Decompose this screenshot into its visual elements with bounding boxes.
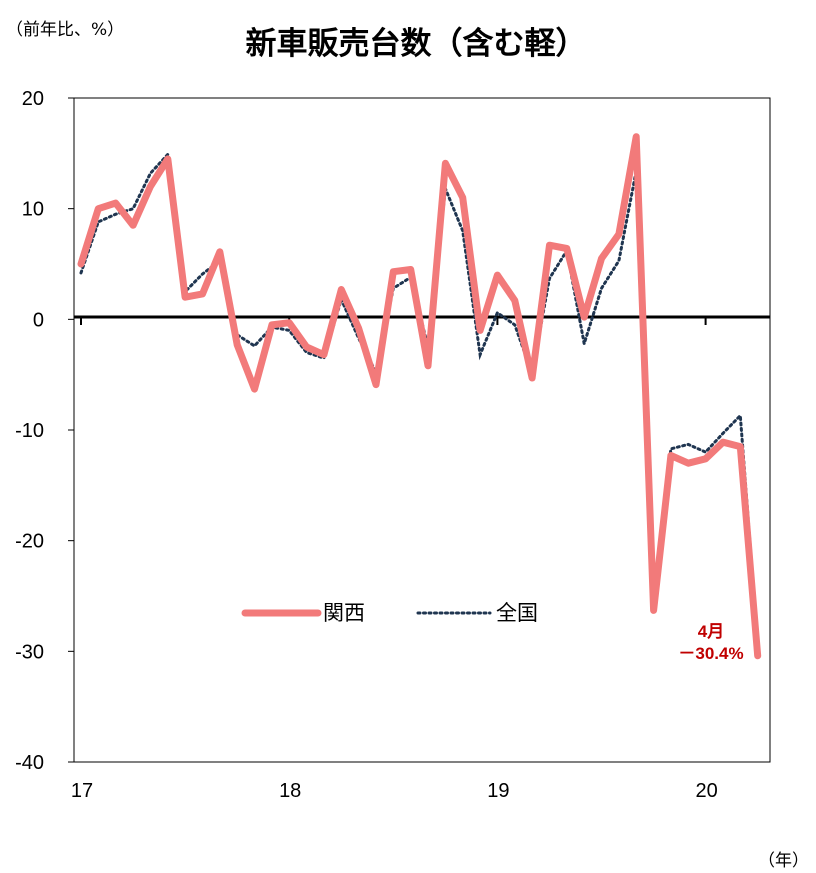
legend: 関西 全国 [241,601,538,625]
y-unit-label: （前年比、%） [6,20,124,40]
x-tick-label: 20 [695,780,717,802]
y-tick-label: 10 [22,199,44,221]
plot-area [73,97,771,763]
legend-label-kansai: 関西 [323,601,365,625]
y-tick-label: -40 [15,752,44,774]
y-tick-label: -20 [15,531,44,553]
annotation-month: 4月 [698,622,724,641]
y-tick-label: 20 [22,88,44,110]
y-tick-label: 0 [33,309,44,331]
x-tick-label: 18 [279,780,301,802]
series-line-kansai [77,133,762,660]
x-unit-label: （年） [758,851,809,871]
annotation-value: －30.4% [678,644,743,663]
annotation: 4月 －30.4% [678,622,743,663]
chart-title: 新車販売台数（含む軽） [246,26,587,62]
y-tick-label: -30 [15,641,44,663]
legend-label-national: 全国 [496,601,538,625]
x-tick-label: 19 [487,780,509,802]
x-tick-label: 17 [71,780,93,802]
y-tick-label: -10 [15,420,44,442]
